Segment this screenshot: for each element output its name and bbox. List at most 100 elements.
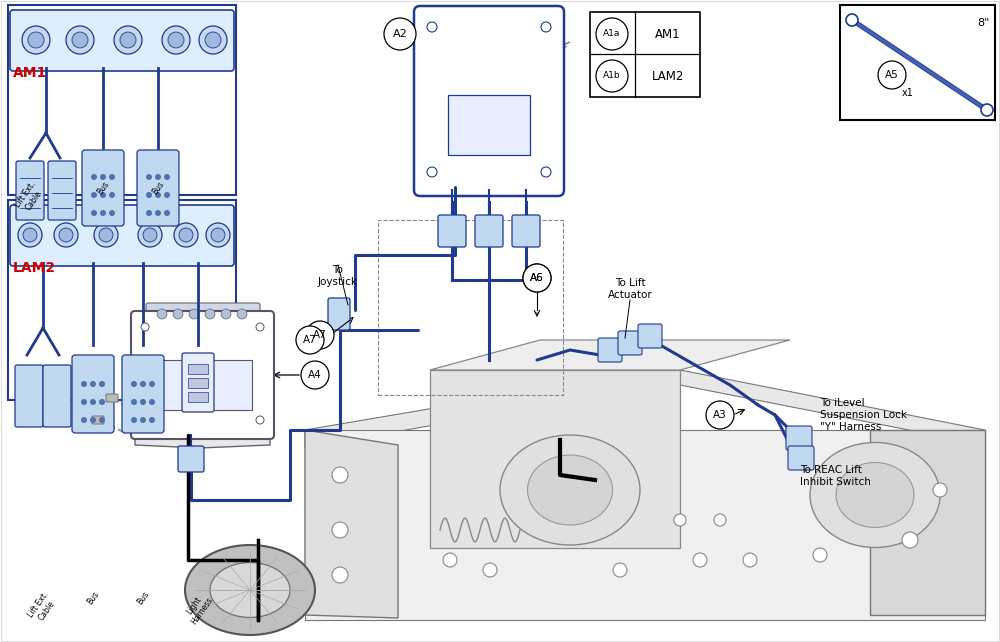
FancyBboxPatch shape — [92, 416, 104, 424]
Text: A1b: A1b — [603, 71, 621, 80]
Polygon shape — [305, 430, 398, 618]
Circle shape — [81, 381, 87, 387]
Circle shape — [306, 321, 334, 349]
Circle shape — [100, 174, 106, 180]
Circle shape — [173, 309, 183, 319]
Text: LAM2: LAM2 — [13, 261, 56, 275]
Circle shape — [131, 399, 137, 405]
FancyBboxPatch shape — [48, 161, 76, 220]
Circle shape — [384, 18, 416, 50]
Circle shape — [296, 326, 324, 354]
Circle shape — [18, 223, 42, 247]
FancyBboxPatch shape — [43, 365, 71, 427]
Circle shape — [523, 264, 551, 292]
Bar — [188, 378, 208, 388]
FancyBboxPatch shape — [16, 161, 44, 220]
Bar — [8, 5, 236, 195]
Circle shape — [596, 18, 628, 50]
Ellipse shape — [528, 455, 612, 525]
Circle shape — [94, 223, 118, 247]
Circle shape — [613, 563, 627, 577]
Circle shape — [211, 228, 225, 242]
Circle shape — [205, 32, 221, 48]
Circle shape — [164, 192, 170, 198]
Circle shape — [138, 223, 162, 247]
Ellipse shape — [500, 435, 640, 545]
Text: Light
Harness: Light Harness — [181, 590, 215, 627]
Text: LAM2: LAM2 — [652, 69, 684, 83]
Circle shape — [146, 192, 152, 198]
Circle shape — [99, 381, 105, 387]
Polygon shape — [305, 368, 985, 448]
Bar — [188, 392, 208, 402]
Circle shape — [714, 514, 726, 526]
Text: A2: A2 — [393, 29, 407, 39]
Circle shape — [100, 192, 106, 198]
Circle shape — [91, 174, 97, 180]
Circle shape — [206, 223, 230, 247]
Circle shape — [90, 381, 96, 387]
Text: A1a: A1a — [603, 30, 621, 39]
Circle shape — [59, 228, 73, 242]
FancyBboxPatch shape — [414, 6, 564, 196]
Circle shape — [131, 417, 137, 423]
Circle shape — [114, 26, 142, 54]
Circle shape — [140, 381, 146, 387]
Circle shape — [541, 22, 551, 32]
Text: A4: A4 — [308, 370, 322, 380]
Circle shape — [221, 309, 231, 319]
Circle shape — [91, 210, 97, 216]
Text: To Lift
Actuator: To Lift Actuator — [608, 279, 652, 300]
Text: x1: x1 — [902, 88, 914, 98]
Text: 8": 8" — [978, 18, 990, 28]
Text: AM1: AM1 — [655, 28, 681, 40]
Circle shape — [332, 467, 348, 483]
Circle shape — [256, 323, 264, 331]
Text: Bus: Bus — [95, 180, 111, 196]
Circle shape — [146, 174, 152, 180]
Ellipse shape — [810, 442, 940, 548]
Bar — [448, 95, 530, 155]
FancyBboxPatch shape — [475, 215, 503, 247]
Circle shape — [146, 210, 152, 216]
Bar — [840, 5, 995, 120]
Circle shape — [693, 553, 707, 567]
Circle shape — [332, 522, 348, 538]
Text: To
Joystick: To Joystick — [318, 265, 358, 286]
FancyBboxPatch shape — [106, 394, 118, 402]
Circle shape — [541, 167, 551, 177]
Circle shape — [674, 514, 686, 526]
Circle shape — [131, 381, 137, 387]
Circle shape — [155, 210, 161, 216]
Circle shape — [149, 399, 155, 405]
FancyBboxPatch shape — [10, 10, 234, 71]
Circle shape — [933, 483, 947, 497]
Polygon shape — [305, 430, 985, 620]
Circle shape — [981, 104, 993, 116]
Text: A3: A3 — [713, 410, 727, 420]
Text: Lift Ext.
Cable: Lift Ext. Cable — [14, 180, 46, 215]
Circle shape — [813, 548, 827, 562]
FancyBboxPatch shape — [82, 150, 124, 226]
Circle shape — [99, 417, 105, 423]
Text: A7: A7 — [313, 330, 327, 340]
Circle shape — [427, 22, 437, 32]
Circle shape — [23, 228, 37, 242]
Circle shape — [66, 26, 94, 54]
Circle shape — [91, 192, 97, 198]
Text: A6: A6 — [530, 273, 544, 283]
Circle shape — [81, 417, 87, 423]
Circle shape — [205, 309, 215, 319]
Circle shape — [149, 417, 155, 423]
Circle shape — [164, 174, 170, 180]
FancyBboxPatch shape — [15, 365, 43, 427]
FancyBboxPatch shape — [10, 205, 234, 266]
FancyBboxPatch shape — [618, 331, 642, 355]
Text: Bus: Bus — [150, 180, 166, 196]
Circle shape — [155, 192, 161, 198]
Text: A5: A5 — [885, 70, 899, 80]
FancyBboxPatch shape — [598, 338, 622, 362]
Circle shape — [301, 361, 329, 389]
Circle shape — [99, 399, 105, 405]
Circle shape — [179, 228, 193, 242]
